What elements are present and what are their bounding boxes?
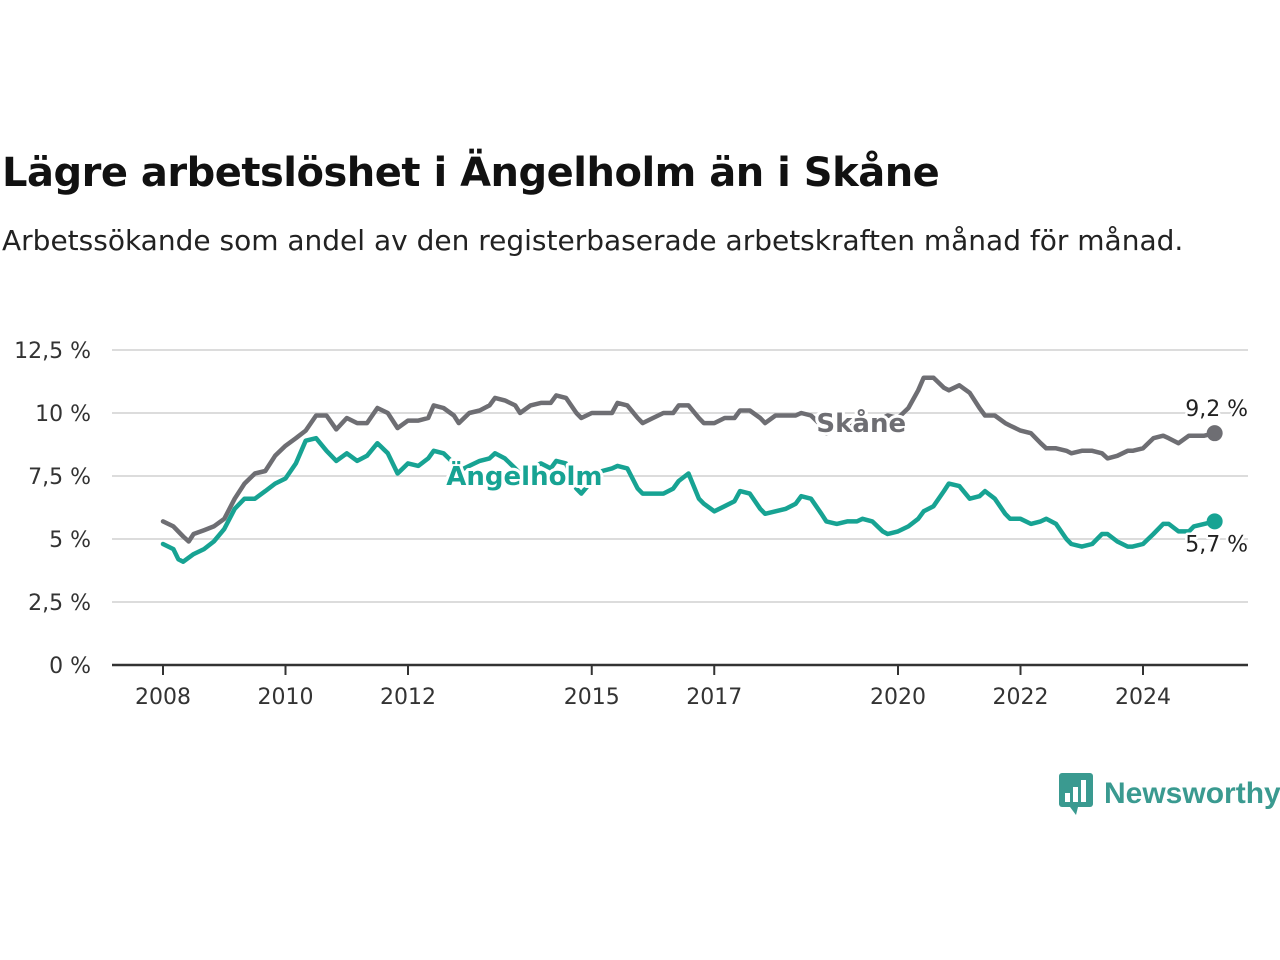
series-label-angelholm: Ängelholm	[446, 460, 602, 492]
y-tick-label: 7,5 %	[28, 465, 91, 490]
x-tick-label: 2010	[258, 685, 314, 710]
y-tick-label: 12,5 %	[14, 339, 91, 364]
chart-title: Lägre arbetslöshet i Ängelholm än i Skån…	[2, 150, 940, 196]
end-value-label-angelholm: 5,7 %	[1185, 532, 1248, 557]
line-chart: 0 %2,5 %5 %7,5 %10 %12,5 % 2008 2010 2012 2…	[14, 339, 1250, 710]
series-label-skane: Skåne	[816, 407, 906, 439]
x-tick-label: 2022	[993, 685, 1049, 710]
chart-subtitle: Arbetssökande som andel av den registerb…	[2, 224, 1184, 257]
x-tick-label: 2024	[1115, 685, 1171, 710]
x-tick-label: 2020	[870, 685, 926, 710]
x-tick-label: 2015	[564, 685, 620, 710]
series-line-skane	[160, 375, 1217, 544]
brand-logo: Newsworthy	[1058, 772, 1280, 816]
series-line-angelholm	[160, 435, 1217, 564]
series-lines	[160, 375, 1223, 564]
grid-lines	[112, 349, 1248, 603]
newsworthy-logo-icon	[1059, 773, 1093, 815]
y-axis: 0 % 2,5 % 5 % 7,5 % 10 % 12,5 %	[14, 339, 91, 679]
end-value-label-skane: 9,2 %	[1185, 397, 1248, 422]
series-end-point-skane	[1206, 425, 1223, 442]
x-tick-label: 2017	[686, 685, 742, 710]
series-end-point-angelholm	[1206, 513, 1223, 530]
y-tick-label: 10 %	[35, 402, 91, 427]
series-labels: Skåne Ängelholm 9,2 % 5,7 %	[443, 395, 1250, 560]
y-tick-label: 0 %	[49, 654, 91, 679]
x-axis: 2008 2010 2012 2015 2017 2020 2022 2024	[112, 663, 1248, 710]
x-tick-label: 2008	[135, 685, 191, 710]
y-tick-label: 5 %	[49, 528, 91, 553]
x-tick-label: 2012	[380, 685, 436, 710]
y-tick-label: 2,5 %	[28, 591, 91, 616]
brand-name: Newsworthy	[1104, 777, 1280, 810]
